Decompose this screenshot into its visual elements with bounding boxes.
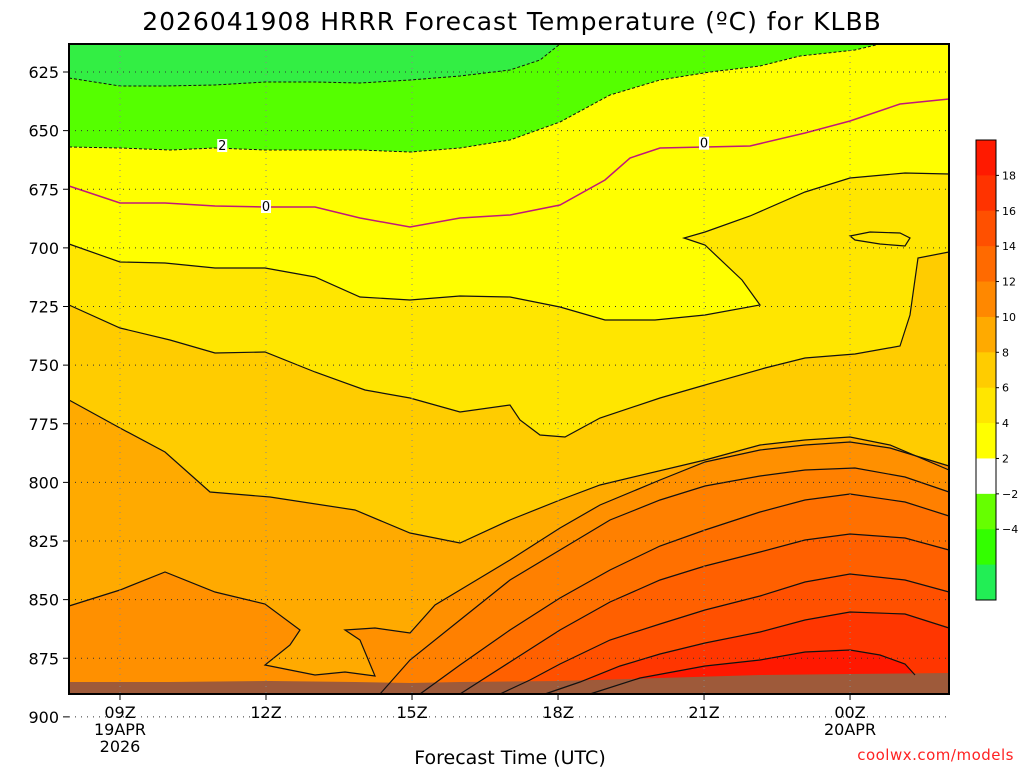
colorbar-swatch (976, 529, 996, 566)
colorbar-swatch (976, 458, 996, 495)
colorbar-swatch (976, 281, 996, 318)
y-tick-label: 875 (28, 649, 59, 668)
colorbar-swatch (976, 352, 996, 389)
colorbar: 18 16 14 12 10 8 6 4 2 −2 −4 (975, 139, 1018, 601)
fill-band-neg4to6 (69, 44, 560, 86)
x-tick-label: 21Z (688, 703, 719, 722)
colorbar-swatch (976, 175, 996, 212)
contour-6 (68, 399, 950, 544)
plot-area: 2 0 0 (68, 43, 950, 718)
y-tick-label: 700 (28, 239, 59, 258)
y-tick-label: 675 (28, 180, 59, 199)
contour-label: 0 (700, 137, 708, 152)
colorbar-swatch (976, 493, 996, 530)
credit-text: coolwx.com/models (857, 746, 1014, 764)
x-tick-label: 12Z (250, 703, 281, 722)
colorbar-tick-label: 18 (1002, 169, 1016, 182)
colorbar-swatch (976, 423, 996, 459)
x-tick-label: 20APR (824, 720, 876, 739)
contour-labels: 2 0 0 (217, 136, 710, 215)
y-tick-label: 900 (28, 708, 59, 727)
contour-label-bg (699, 136, 710, 150)
colorbar-tick-label: 4 (1002, 417, 1009, 430)
colorbar-swatch (976, 246, 996, 283)
chart-title: 2026041908 HRRR Forecast Temperature (ºC… (142, 7, 882, 36)
fill-warm-island (850, 232, 910, 246)
colorbar-swatch (976, 564, 996, 601)
y-tick-label: 825 (28, 532, 59, 551)
contour-14 (459, 533, 950, 695)
contour-16 (499, 573, 950, 695)
x-tick-label: 15Z (396, 703, 427, 722)
contour-negative (68, 43, 881, 153)
y-tick-label: 850 (28, 591, 59, 610)
x-tick-label: 09Z (104, 703, 135, 722)
colorbar-border (975, 139, 997, 601)
colorbar-tick-label: 8 (1002, 346, 1009, 359)
x-tick-label: 18Z (542, 703, 573, 722)
y-tick-label: 725 (28, 298, 59, 317)
contour-label-bg (261, 200, 272, 214)
terrain (69, 673, 949, 694)
x-tick-label: 19APR (94, 720, 146, 739)
colorbar-tick-label: 14 (1002, 240, 1016, 253)
y-axis: 625 650 675 700 725 750 775 800 825 850 875 900 (28, 63, 69, 727)
colorbar-tick-label: 12 (1002, 276, 1016, 289)
y-tick-label: 800 (28, 473, 59, 492)
y-tick-label: 625 (28, 63, 59, 82)
colorbar-tick-label: 2 (1002, 452, 1009, 465)
plot-border (68, 43, 950, 695)
colorbar-tick-label: −2 (1002, 488, 1018, 501)
zero-isotherm (68, 98, 950, 228)
contour-2 (68, 172, 950, 321)
contour-label-bg (217, 139, 228, 153)
colorbar-swatch (976, 140, 996, 176)
colorbar-tick-label: 16 (1002, 205, 1016, 218)
y-tick-label: 750 (28, 356, 59, 375)
colorbar-swatch (976, 316, 996, 353)
contour-label: 2 (218, 139, 226, 154)
contour-20 (589, 649, 916, 695)
contour-2-island (848, 231, 911, 247)
x-tick-label: 2026 (100, 737, 141, 756)
contour-18 (544, 611, 950, 695)
contour-lines (68, 172, 950, 695)
colorbar-tick-label: −4 (1002, 523, 1018, 536)
x-axis-label: Forecast Time (UTC) (414, 747, 605, 768)
colorbar-swatch (976, 210, 996, 247)
colorbar-tick-label: 6 (1002, 382, 1009, 395)
x-tick-label: 00Z (834, 703, 865, 722)
colorbar-tick-label: 10 (1002, 311, 1016, 324)
contour-neg2 (68, 43, 881, 153)
contour-label: 0 (262, 200, 270, 215)
grid (69, 44, 949, 718)
colorbar-swatch (976, 387, 996, 424)
contour-neg4 (68, 43, 561, 87)
y-tick-label: 775 (28, 415, 59, 434)
contour-12 (419, 493, 950, 695)
contour-10 (379, 467, 950, 695)
contour-8 (68, 441, 950, 677)
y-tick-label: 650 (28, 122, 59, 141)
contour-4 (68, 251, 950, 438)
